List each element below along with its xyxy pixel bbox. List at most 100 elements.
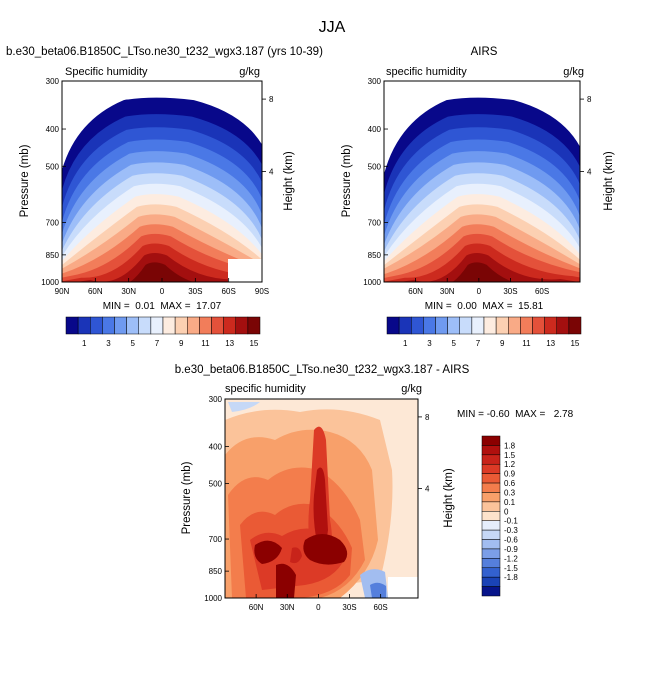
colorbar-label: 1.5 — [504, 451, 516, 460]
x-tick-label: 60S — [222, 287, 236, 296]
y-tick-label: 700 — [46, 218, 60, 227]
y-tick-label: 700 — [368, 218, 382, 227]
colorbar-swatch — [187, 316, 200, 335]
height-tick-label: 8 — [269, 95, 274, 104]
colorbar-label: 1 — [82, 339, 87, 348]
y-tick-label: 500 — [46, 162, 60, 171]
panel-diff-units-label: g/kg — [401, 383, 422, 395]
colorbar-label: -1.5 — [504, 564, 518, 573]
x-tick-label: 30N — [280, 603, 295, 612]
colorbar-label: 1.8 — [504, 441, 516, 450]
colorbar-swatch — [435, 316, 448, 335]
contour-level-15 — [99, 262, 230, 282]
colorbar-label: 9 — [179, 339, 184, 348]
x-tick-label: 60N — [408, 287, 423, 296]
colorbar-label: 13 — [546, 339, 555, 348]
colorbar-swatch — [481, 586, 501, 597]
y-tick-label: 300 — [209, 395, 223, 404]
colorbar-swatch — [481, 529, 501, 540]
y-tick-label: 400 — [368, 125, 382, 134]
y-tick-label: 300 — [46, 77, 60, 86]
x-tick-label: 0 — [160, 287, 165, 296]
y-tick-label: 1000 — [41, 278, 59, 287]
colorbar-swatch — [211, 316, 224, 335]
panel-model-minmax: MIN = 0.01 MAX = 17.07 — [103, 301, 222, 312]
diff-contour-6 — [313, 467, 328, 548]
panel-model-title: b.e30_beta06.B1850C_LTso.ne30_t232_wgx3.… — [6, 46, 323, 58]
contour-level-14 — [76, 253, 262, 282]
y-tick-label: 1000 — [204, 594, 222, 603]
colorbar-label: 5 — [130, 339, 135, 348]
colorbar-swatch — [65, 316, 79, 335]
colorbar-swatch — [459, 316, 473, 335]
colorbar-swatch — [481, 445, 501, 456]
colorbar-swatch — [150, 316, 164, 335]
colorbar-swatch — [199, 316, 212, 335]
panel-airs-title: AIRS — [471, 46, 498, 58]
y-tick-label: 850 — [209, 567, 223, 576]
colorbar-swatch — [495, 316, 509, 335]
y-tick-label: 400 — [46, 125, 60, 134]
colorbar-label: 7 — [155, 339, 160, 348]
height-tick-label: 4 — [425, 485, 430, 494]
panel-model-ylabel: Pressure (mb) — [19, 144, 31, 217]
height-tick-label: 8 — [587, 95, 592, 104]
colorbar-swatch — [447, 316, 460, 335]
colorbar-label: 1.2 — [504, 460, 516, 469]
y-tick-label: 850 — [46, 251, 60, 260]
x-tick-label: 0 — [477, 287, 482, 296]
colorbar-label: -0.1 — [504, 517, 518, 526]
diff-contour-13 — [228, 402, 260, 412]
y-tick-label: 300 — [368, 77, 382, 86]
x-tick-label: 60S — [535, 287, 549, 296]
diff-contour-10 — [290, 547, 302, 564]
panel-airs: AIRS specific humidity g/kg 300 400 500 700… — [341, 46, 615, 348]
x-tick-label: 30N — [440, 287, 455, 296]
colorbar-swatch — [386, 316, 400, 335]
colorbar-swatch — [481, 520, 501, 531]
panel-airs-ylabel-right: Height (km) — [603, 151, 615, 211]
panel-model-units-label: g/kg — [239, 66, 260, 78]
x-tick-label: 30S — [188, 287, 202, 296]
height-tick-label: 4 — [269, 167, 274, 176]
colorbar-swatch — [114, 316, 127, 335]
panel-airs-units-label: g/kg — [563, 66, 584, 78]
y-tick-label: 500 — [209, 479, 223, 488]
missing-data-patch — [228, 259, 262, 282]
colorbar-label: 15 — [249, 339, 258, 348]
colorbar-label: 15 — [570, 339, 579, 348]
colorbar-swatch — [481, 482, 501, 493]
colorbar-label: 0.3 — [504, 488, 516, 497]
colorbar-label: -0.3 — [504, 526, 518, 535]
contour-level-14 — [400, 253, 580, 282]
panel-airs-contours — [384, 81, 580, 282]
panel-airs-ylabel: Pressure (mb) — [341, 144, 353, 217]
colorbar-swatch — [126, 316, 139, 335]
y-tick-label: 1000 — [363, 278, 381, 287]
colorbar-swatch — [481, 435, 501, 446]
colorbar-label: 5 — [451, 339, 456, 348]
colorbar-swatch — [90, 316, 103, 335]
colorbar-label: 11 — [201, 339, 210, 348]
colorbar-swatch — [481, 492, 501, 503]
height-tick-label: 8 — [425, 413, 430, 422]
diff-contour-8 — [303, 534, 348, 565]
colorbar-swatch — [481, 567, 501, 578]
diff-contour-9 — [276, 563, 296, 598]
colorbar-swatch — [481, 463, 501, 474]
x-tick-label: 60N — [88, 287, 103, 296]
colorbar-label: 13 — [225, 339, 234, 348]
colorbar-swatch — [398, 316, 412, 335]
panel-diff-title: b.e30_beta06.B1850C_LTso.ne30_t232_wgx3.… — [175, 364, 470, 376]
colorbar-swatch — [556, 316, 570, 335]
colorbar-swatch — [481, 501, 501, 512]
colorbar-label: 0 — [504, 507, 509, 516]
panel-diff-minmax: MIN = -0.60 MAX = 2.78 — [457, 409, 574, 420]
panel-airs-frame — [383, 80, 581, 283]
height-tick-label: 4 — [587, 167, 592, 176]
colorbar-swatch — [138, 316, 152, 335]
figure-title: JJA — [319, 19, 346, 36]
x-tick-label: 30S — [503, 287, 517, 296]
colorbar-swatch — [508, 316, 521, 335]
colorbar-label: 3 — [427, 339, 432, 348]
